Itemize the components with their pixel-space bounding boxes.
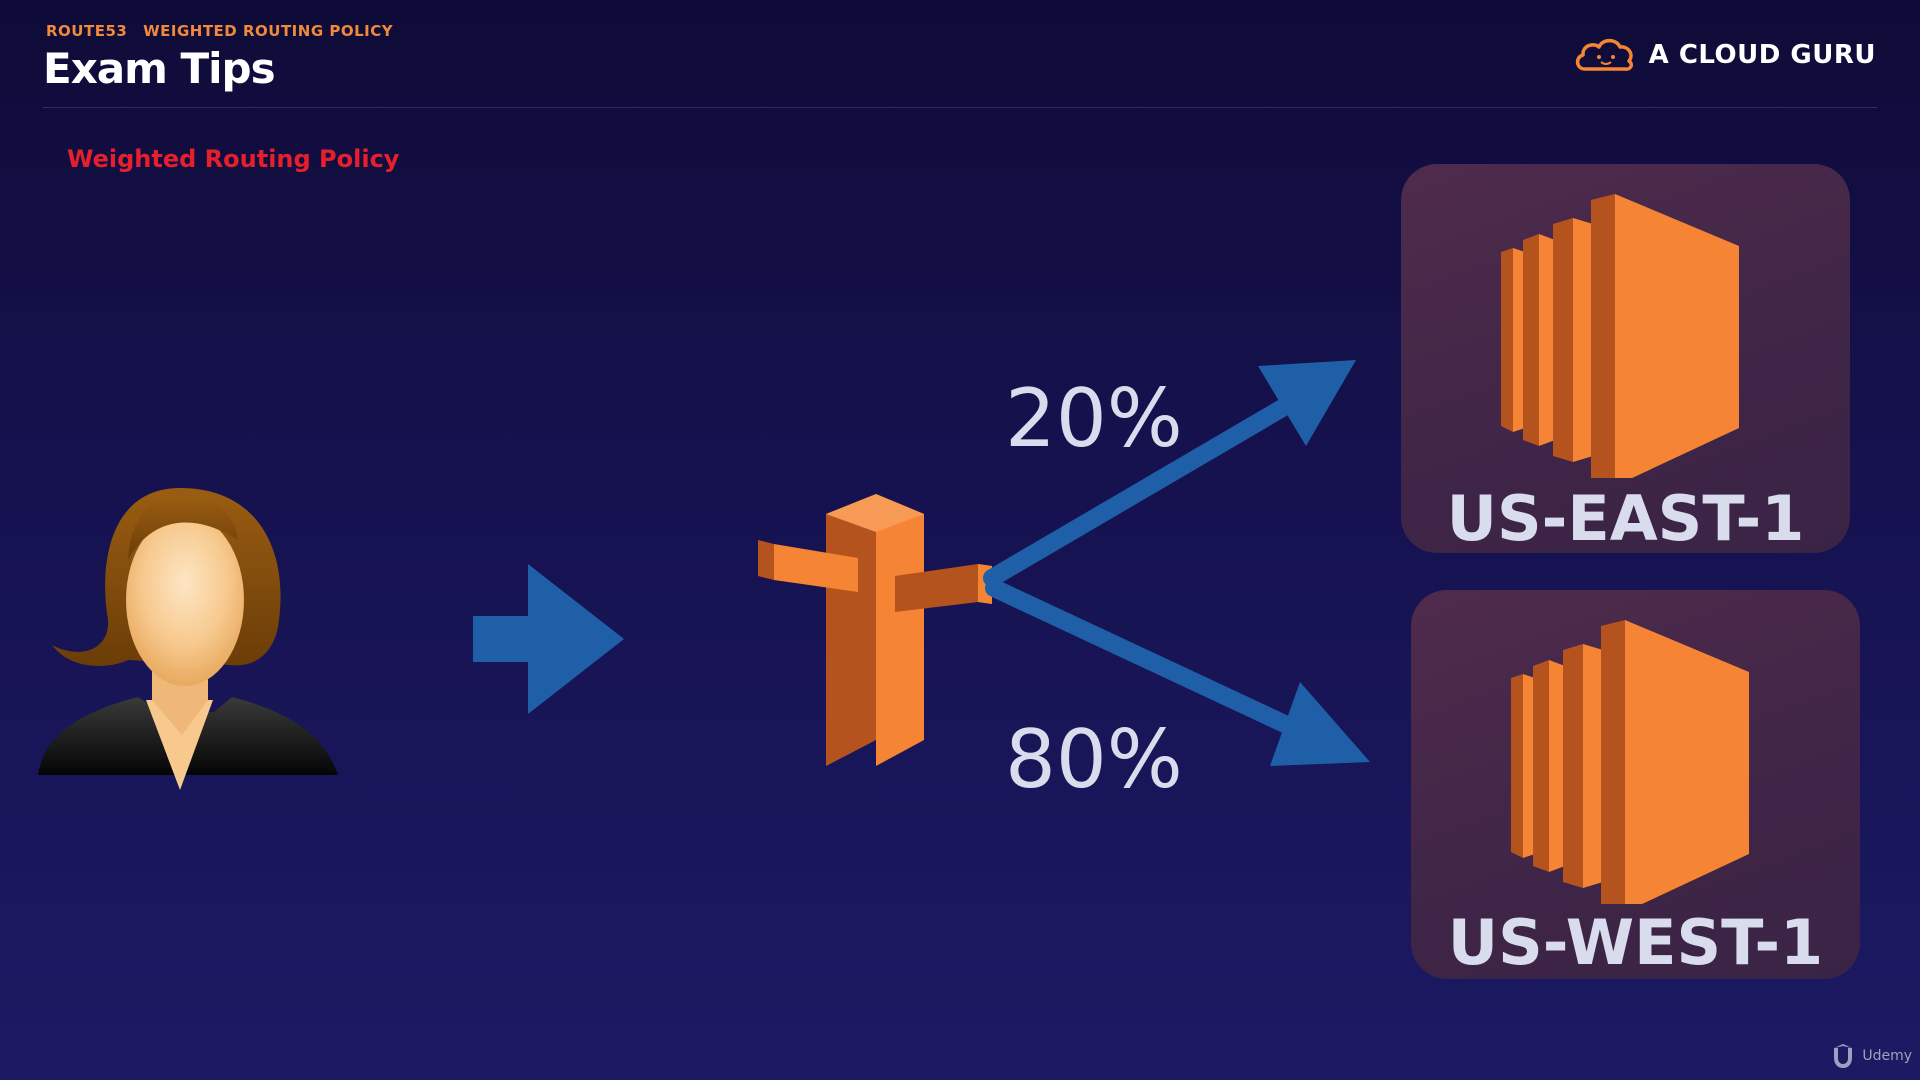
header-divider [43, 107, 1877, 108]
udemy-watermark: Udemy [1830, 1044, 1912, 1068]
ec2-icon [1511, 620, 1749, 904]
cloud-logo-icon [1575, 38, 1633, 71]
eyebrow: ROUTE53 WEIGHTED ROUTING POLICY [46, 22, 393, 40]
region-label-west: US-WEST-1 [1447, 906, 1824, 979]
east-weight: 20% [1005, 372, 1183, 465]
ec2-icon [1501, 194, 1739, 478]
region-panel-west: US-WEST-1 [1411, 590, 1860, 979]
slide-subtitle: Weighted Routing Policy [67, 145, 400, 173]
brand-logo: A CLOUD GURU [1573, 34, 1876, 76]
eyebrow-topic: ROUTE53 [46, 22, 128, 40]
brand-name: A CLOUD GURU [1648, 40, 1876, 70]
udemy-logo-icon [1834, 1044, 1853, 1068]
east-arrow [983, 360, 1356, 587]
region-label-east: US-EAST-1 [1446, 482, 1805, 555]
udemy-label: Udemy [1862, 1048, 1912, 1064]
west-arrow [985, 579, 1370, 766]
page-title: Exam Tips [43, 44, 276, 93]
user-avatar-icon [38, 488, 338, 790]
west-weight: 80% [1005, 713, 1183, 806]
region-panel-east: US-EAST-1 [1401, 164, 1850, 555]
eyebrow-section: WEIGHTED ROUTING POLICY [143, 22, 394, 40]
input-arrow [473, 564, 624, 714]
route53-icon [758, 494, 992, 766]
